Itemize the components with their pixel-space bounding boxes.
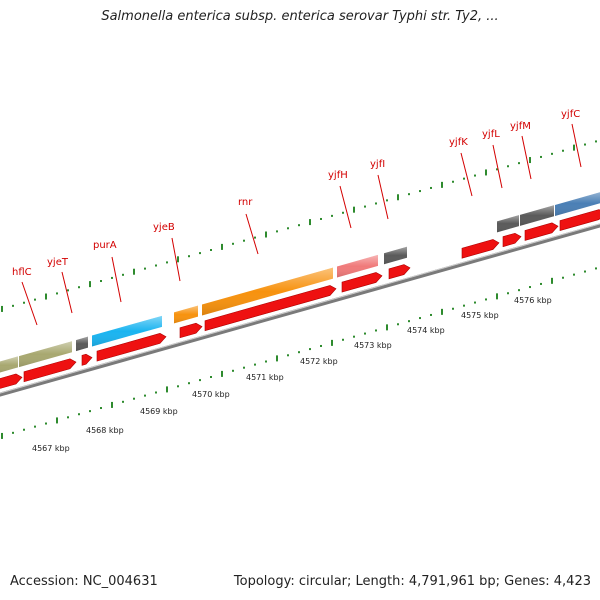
label-leader-line [61,271,73,314]
kbp-label: 4572 kbp [300,357,338,366]
label-leader-line [245,213,259,255]
kbp-label: 4568 kbp [86,426,124,435]
cds-arrow[interactable] [388,264,411,280]
gene-block-shade [497,215,519,233]
cds-arrow[interactable] [179,322,203,339]
kbp-label: 4573 kbp [354,341,392,350]
cds-arrow[interactable] [81,353,93,366]
label-leader-line [571,123,582,168]
kbp-label: 4575 kbp [461,311,499,320]
cds-arrow[interactable] [96,333,167,362]
label-leader-line [460,152,473,197]
label-leader-line [339,185,352,229]
cds-arrow[interactable] [502,232,522,248]
gene-label-yjfI[interactable]: yjfI [370,159,385,170]
gene-label-yjeT[interactable]: yjeT [47,257,69,268]
gene-feature-track [0,192,600,373]
topology-text: Topology: circular; Length: 4,791,961 bp… [233,574,591,589]
gene-block-shade [19,341,72,368]
kbp-labels: 4567 kbp 4568 kbp 4569 kbp 4570 kbp 4571… [32,296,552,453]
cds-arrow[interactable] [341,272,383,293]
genome-backbone-highlight [0,223,600,394]
gene-label-yjfK[interactable]: yjfK [449,137,468,148]
kbp-label: 4569 kbp [140,407,178,416]
gene-block-shade [337,254,378,278]
gene-labels: hflC yjeT purA yjeB rnr yjfH yjfI yjfK y… [12,109,580,278]
label-leader-line [21,281,38,326]
inner-tick-ring [1,267,597,439]
gene-block-shade [202,267,333,316]
gene-label-rnr[interactable]: rnr [238,197,253,208]
label-leader-line [492,144,503,189]
gene-block-shade [520,205,554,226]
cds-arrow[interactable] [204,285,337,332]
gene-label-purA[interactable]: purA [93,240,117,251]
gene-label-leaders [21,123,582,326]
gene-block-shade [92,315,162,347]
label-leader-line [171,237,181,282]
gene-block-shade [555,192,600,216]
kbp-label: 4576 kbp [514,296,552,305]
cds-arrow[interactable] [0,373,23,390]
label-leader-line [521,135,532,180]
kbp-label: 4570 kbp [192,390,230,399]
gene-label-hflC[interactable]: hflC [12,267,32,278]
kbp-label: 4574 kbp [407,326,445,335]
kbp-label: 4567 kbp [32,444,70,453]
outer-tick-ring [1,140,597,312]
gene-block-shade [174,305,198,324]
gene-label-yjfM[interactable]: yjfM [510,121,531,132]
gene-block-shade [384,246,407,265]
accession-text: Accession: NC_004631 [10,574,158,589]
kbp-label: 4571 kbp [246,373,284,382]
map-title: Salmonella enterica subsp. enterica sero… [101,9,499,24]
gene-block-shade [0,356,18,373]
gene-block-shade [76,336,88,352]
gene-label-yjeB[interactable]: yjeB [153,222,175,233]
label-leader-line [377,174,389,220]
genome-backbone [0,223,600,397]
cds-arrow[interactable] [23,358,77,383]
cds-arrow[interactable] [524,222,559,241]
cds-arrow[interactable] [461,239,500,259]
cds-arrow-track [0,209,600,390]
gene-label-yjfC[interactable]: yjfC [561,109,580,120]
cds-arrow[interactable] [559,209,600,231]
gene-label-yjfL[interactable]: yjfL [482,129,500,140]
gene-label-yjfH[interactable]: yjfH [328,170,348,181]
label-leader-line [111,256,122,303]
